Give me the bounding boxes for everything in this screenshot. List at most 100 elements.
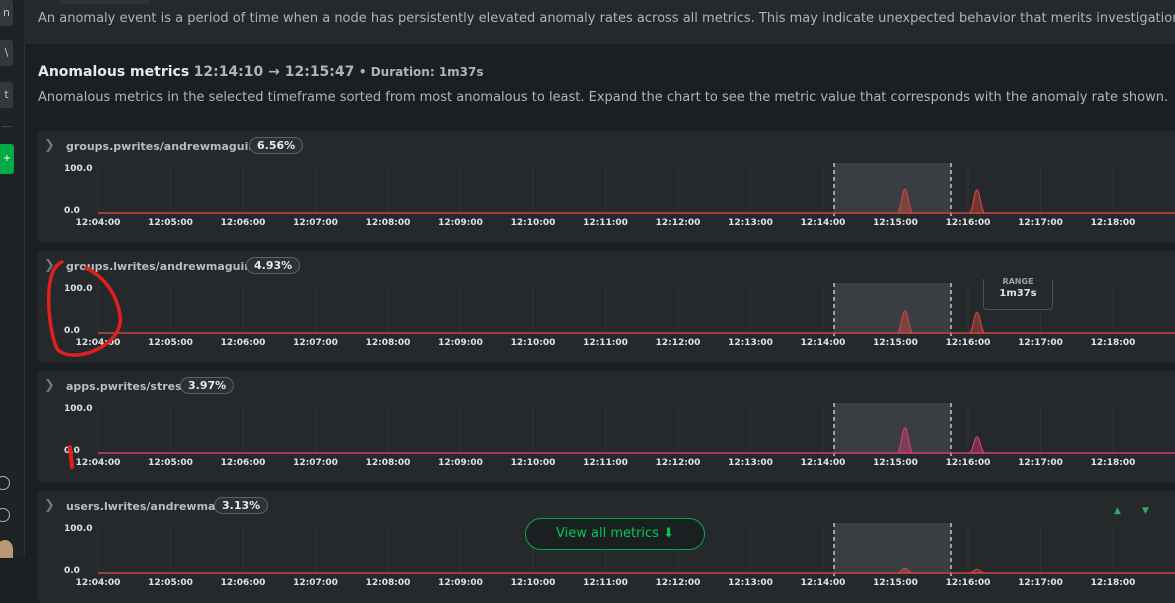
- x-tick-label: 12:17:00: [1018, 458, 1063, 468]
- heading-duration: • Duration: 1m37s: [358, 65, 484, 79]
- x-tick-label: 12:05:00: [148, 578, 193, 588]
- x-tick-label: 12:06:00: [221, 338, 266, 348]
- x-tick-label: 12:14:00: [801, 338, 846, 348]
- x-tick-label: 12:13:00: [728, 458, 773, 468]
- y-tick-label: 100.0: [64, 524, 92, 534]
- range-tooltip-value: 1m37s: [999, 288, 1037, 299]
- anomaly-peak: [896, 427, 914, 454]
- x-tick-label: 12:17:00: [1018, 578, 1063, 588]
- metric-name[interactable]: groups.pwrites/andrewmaguire: [66, 140, 262, 153]
- x-tick-label: 12:10:00: [511, 338, 556, 348]
- help-icon[interactable]: [0, 476, 10, 490]
- page-title: Anomalous metrics 12:14:10 → 12:15:47 • …: [38, 64, 484, 80]
- view-all-metrics-button[interactable]: View all metrics ⬇: [525, 518, 705, 550]
- highlight-band: [834, 403, 951, 453]
- x-tick-label: 12:14:00: [801, 458, 846, 468]
- x-tick-label: 12:16:00: [946, 458, 991, 468]
- sidebar-add-button[interactable]: +: [0, 144, 14, 174]
- anomaly-rate-badge: 6.56%: [249, 137, 304, 154]
- x-tick-label: 12:05:00: [148, 338, 193, 348]
- x-tick-label: 12:14:00: [801, 578, 846, 588]
- x-tick-label: 12:12:00: [656, 218, 701, 228]
- x-tick-label: 12:15:00: [873, 578, 918, 588]
- x-tick-label: 12:04:00: [76, 338, 121, 348]
- highlight-band: [834, 163, 951, 213]
- x-tick-label: 12:08:00: [366, 458, 411, 468]
- x-tick-label: 12:05:00: [148, 218, 193, 228]
- x-tick-label: 12:10:00: [511, 578, 556, 588]
- x-tick-label: 12:13:00: [728, 338, 773, 348]
- metric-name[interactable]: groups.lwrites/andrewmaguire: [66, 260, 258, 273]
- x-tick-label: 12:14:00: [801, 218, 846, 228]
- sidebar-button-2[interactable]: \: [0, 40, 13, 66]
- range-tooltip: RANGE 1m37s: [983, 277, 1053, 310]
- x-tick-label: 12:16:00: [946, 578, 991, 588]
- x-tick-label: 12:12:00: [656, 458, 701, 468]
- x-tick-label: 12:04:00: [76, 578, 121, 588]
- x-tick-label: 12:09:00: [438, 458, 483, 468]
- range-tooltip-label: RANGE: [1002, 277, 1034, 286]
- x-tick-label: 12:18:00: [1091, 578, 1136, 588]
- anomaly-rate-badge: 4.93%: [246, 257, 301, 274]
- chevron-right-icon[interactable]: ❯: [44, 498, 55, 513]
- metric-card: ❯ groups.pwrites/andrewmaguire 6.56% 100.0 0…: [38, 131, 1175, 243]
- anomaly-chart[interactable]: 100.0 0.0 12:04:00 12:05:00 12:06:00 12:07:00…: [38, 397, 1175, 483]
- x-tick-label: 12:09:00: [438, 218, 483, 228]
- x-tick-label: 12:07:00: [293, 458, 338, 468]
- x-tick-label: 12:08:00: [366, 218, 411, 228]
- anomaly-chart[interactable]: 100.0 0.0 12:04:00 12:05:00 12:06:00 12:07:00…: [38, 157, 1175, 243]
- anomaly-peak: [968, 568, 986, 574]
- x-tick-label: 12:12:00: [656, 578, 701, 588]
- anomaly-rate-badge: 3.97%: [180, 377, 235, 394]
- x-tick-label: 12:07:00: [293, 578, 338, 588]
- metric-name[interactable]: apps.pwrites/stress: [66, 380, 189, 393]
- x-tick-label: 12:18:00: [1091, 218, 1136, 228]
- sidebar-button-3[interactable]: t: [0, 82, 13, 108]
- y-tick-label: 100.0: [64, 284, 92, 294]
- x-tick-label: 12:15:00: [873, 458, 918, 468]
- metric-card: ❯ groups.lwrites/andrewmaguire 4.93% 100.0 0…: [38, 251, 1175, 363]
- anomaly-peak: [896, 310, 914, 334]
- metric-name[interactable]: users.lwrites/andrewmaguire: [66, 500, 248, 513]
- x-tick-label: 12:09:00: [438, 338, 483, 348]
- highlight-band: [834, 283, 951, 333]
- highlight-band: [834, 523, 951, 573]
- x-tick-label: 12:10:00: [511, 218, 556, 228]
- x-tick-label: 12:11:00: [583, 338, 628, 348]
- x-tick-label: 12:04:00: [76, 218, 121, 228]
- sidebar-button-1[interactable]: n: [0, 0, 13, 26]
- x-tick-label: 12:15:00: [873, 218, 918, 228]
- x-tick-label: 12:16:00: [946, 218, 991, 228]
- x-tick-label: 12:08:00: [366, 578, 411, 588]
- chevron-right-icon[interactable]: ❯: [44, 138, 55, 153]
- thumbs-up-icon[interactable]: ▲: [1114, 506, 1121, 516]
- avatar[interactable]: [0, 540, 13, 558]
- intro-text: An anomaly event is a period of time whe…: [38, 11, 1175, 26]
- y-tick-label: 100.0: [64, 404, 92, 414]
- anomaly-peak: [896, 188, 914, 214]
- page-subtitle: Anomalous metrics in the selected timefr…: [38, 90, 1169, 105]
- x-tick-label: 12:18:00: [1091, 458, 1136, 468]
- sidebar: n \ t +: [0, 0, 25, 558]
- anomaly-peak: [968, 311, 986, 334]
- thumbs-down-icon[interactable]: ▼: [1142, 506, 1149, 516]
- x-tick-label: 12:07:00: [293, 338, 338, 348]
- intro-panel-tab: [60, 0, 150, 4]
- x-tick-label: 12:13:00: [728, 578, 773, 588]
- gear-icon[interactable]: [0, 508, 10, 522]
- x-tick-label: 12:07:00: [293, 218, 338, 228]
- y-tick-label: 0.0: [64, 566, 80, 576]
- anomaly-peak: [968, 189, 986, 214]
- x-tick-label: 12:04:00: [76, 458, 121, 468]
- heading-timerange: 12:14:10 → 12:15:47: [193, 64, 355, 80]
- x-tick-label: 12:11:00: [583, 218, 628, 228]
- x-tick-label: 12:08:00: [366, 338, 411, 348]
- sidebar-divider: [2, 126, 12, 127]
- chevron-right-icon[interactable]: ❯: [44, 378, 55, 393]
- intro-panel: An anomaly event is a period of time whe…: [24, 0, 1175, 44]
- y-tick-label: 100.0: [64, 164, 92, 174]
- x-tick-label: 12:15:00: [873, 338, 918, 348]
- x-tick-label: 12:06:00: [221, 458, 266, 468]
- chevron-right-icon[interactable]: ❯: [44, 258, 55, 273]
- x-tick-label: 12:10:00: [511, 458, 556, 468]
